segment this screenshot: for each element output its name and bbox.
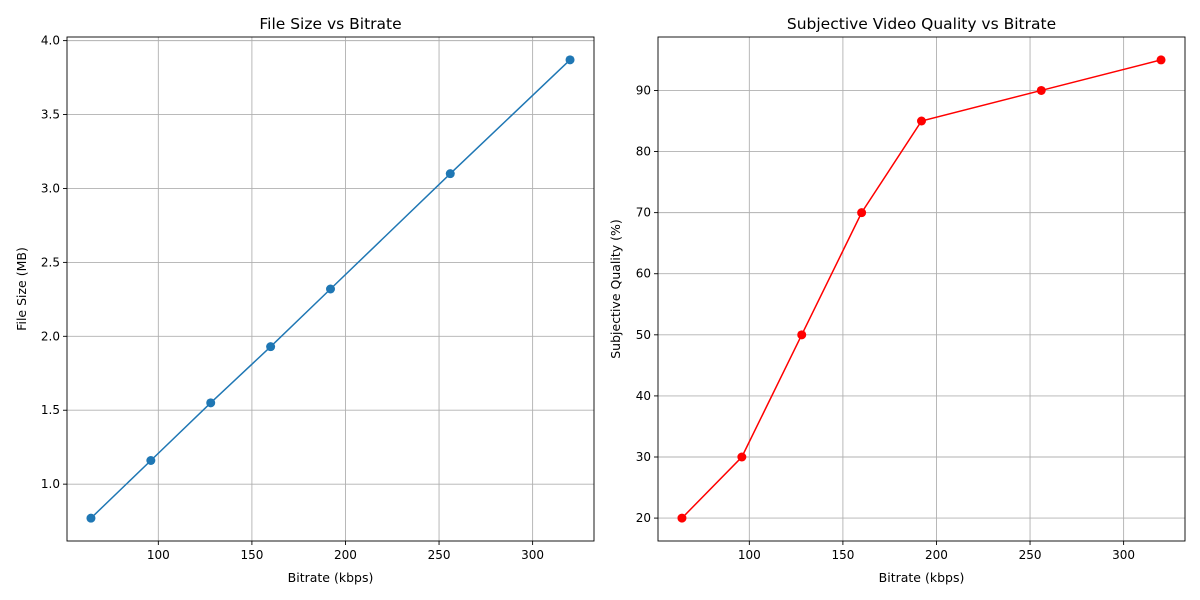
data-point [1036, 85, 1046, 95]
x-tick-label: 150 [240, 548, 263, 562]
grid-lines [67, 37, 594, 541]
y-tick-label: 40 [636, 389, 651, 403]
y-tick-label: 2.5 [41, 255, 60, 269]
x-tick-label: 300 [521, 548, 544, 562]
chart-title: Subjective Video Quality vs Bitrate [787, 15, 1056, 33]
x-tick-label: 150 [831, 548, 854, 562]
data-point [797, 330, 807, 340]
x-tick-label: 250 [1019, 548, 1042, 562]
data-point [1156, 55, 1166, 65]
y-tick-label: 30 [636, 450, 651, 464]
y-tick-label: 2.0 [41, 329, 60, 343]
y-tick-label: 80 [636, 145, 651, 159]
y-tick-label: 60 [636, 267, 651, 281]
data-point [146, 455, 156, 465]
series [677, 55, 1166, 523]
series [86, 55, 575, 523]
data-point [737, 452, 747, 462]
plot-frame [657, 36, 1186, 542]
series-line [681, 59, 1162, 519]
x-tick-label: 100 [147, 548, 170, 562]
grid-lines [658, 37, 1185, 541]
data-point [445, 169, 455, 179]
data-point [206, 398, 216, 408]
data-point [565, 55, 575, 65]
y-tick-label: 1.5 [41, 403, 60, 417]
y-tick-label: 4.0 [41, 34, 60, 48]
x-tick-label: 200 [925, 548, 948, 562]
chart-title: File Size vs Bitrate [259, 15, 401, 33]
x-tick-label: 100 [738, 548, 761, 562]
data-point [326, 284, 335, 294]
y-ticks: 20 30 40 50 60 70 80 90 [636, 83, 658, 525]
data-point [266, 342, 276, 352]
data-point [917, 116, 926, 126]
y-tick-label: 3.5 [41, 108, 60, 122]
x-ticks: 100 150 200 250 300 [147, 541, 544, 562]
y-tick-label: 3.0 [41, 181, 60, 195]
quality-chart: Subjective Video Quality vs Bitrate 100 1… [608, 15, 1186, 585]
y-tick-label: 50 [636, 328, 651, 342]
data-point [857, 208, 867, 218]
plot-frame [66, 36, 595, 542]
y-tick-label: 90 [636, 83, 651, 97]
x-axis-label: Bitrate (kbps) [288, 570, 374, 585]
y-axis-label: File Size (MB) [14, 247, 29, 331]
x-tick-label: 200 [334, 548, 357, 562]
y-tick-label: 70 [636, 206, 651, 220]
y-tick-label: 1.0 [41, 477, 60, 491]
x-ticks: 100 150 200 250 300 [738, 541, 1135, 562]
x-tick-label: 300 [1112, 548, 1135, 562]
file-size-chart: File Size vs Bitrate 100 150 200 250 300 1.0… [14, 15, 595, 585]
y-axis-label: Subjective Quality (%) [608, 219, 623, 359]
y-ticks: 1.0 1.5 2.0 2.5 3.0 3.5 4.0 [41, 34, 67, 491]
data-point [677, 513, 687, 523]
x-tick-label: 250 [428, 548, 451, 562]
x-axis-label: Bitrate (kbps) [879, 570, 965, 585]
data-point [86, 513, 96, 523]
y-tick-label: 20 [636, 511, 651, 525]
